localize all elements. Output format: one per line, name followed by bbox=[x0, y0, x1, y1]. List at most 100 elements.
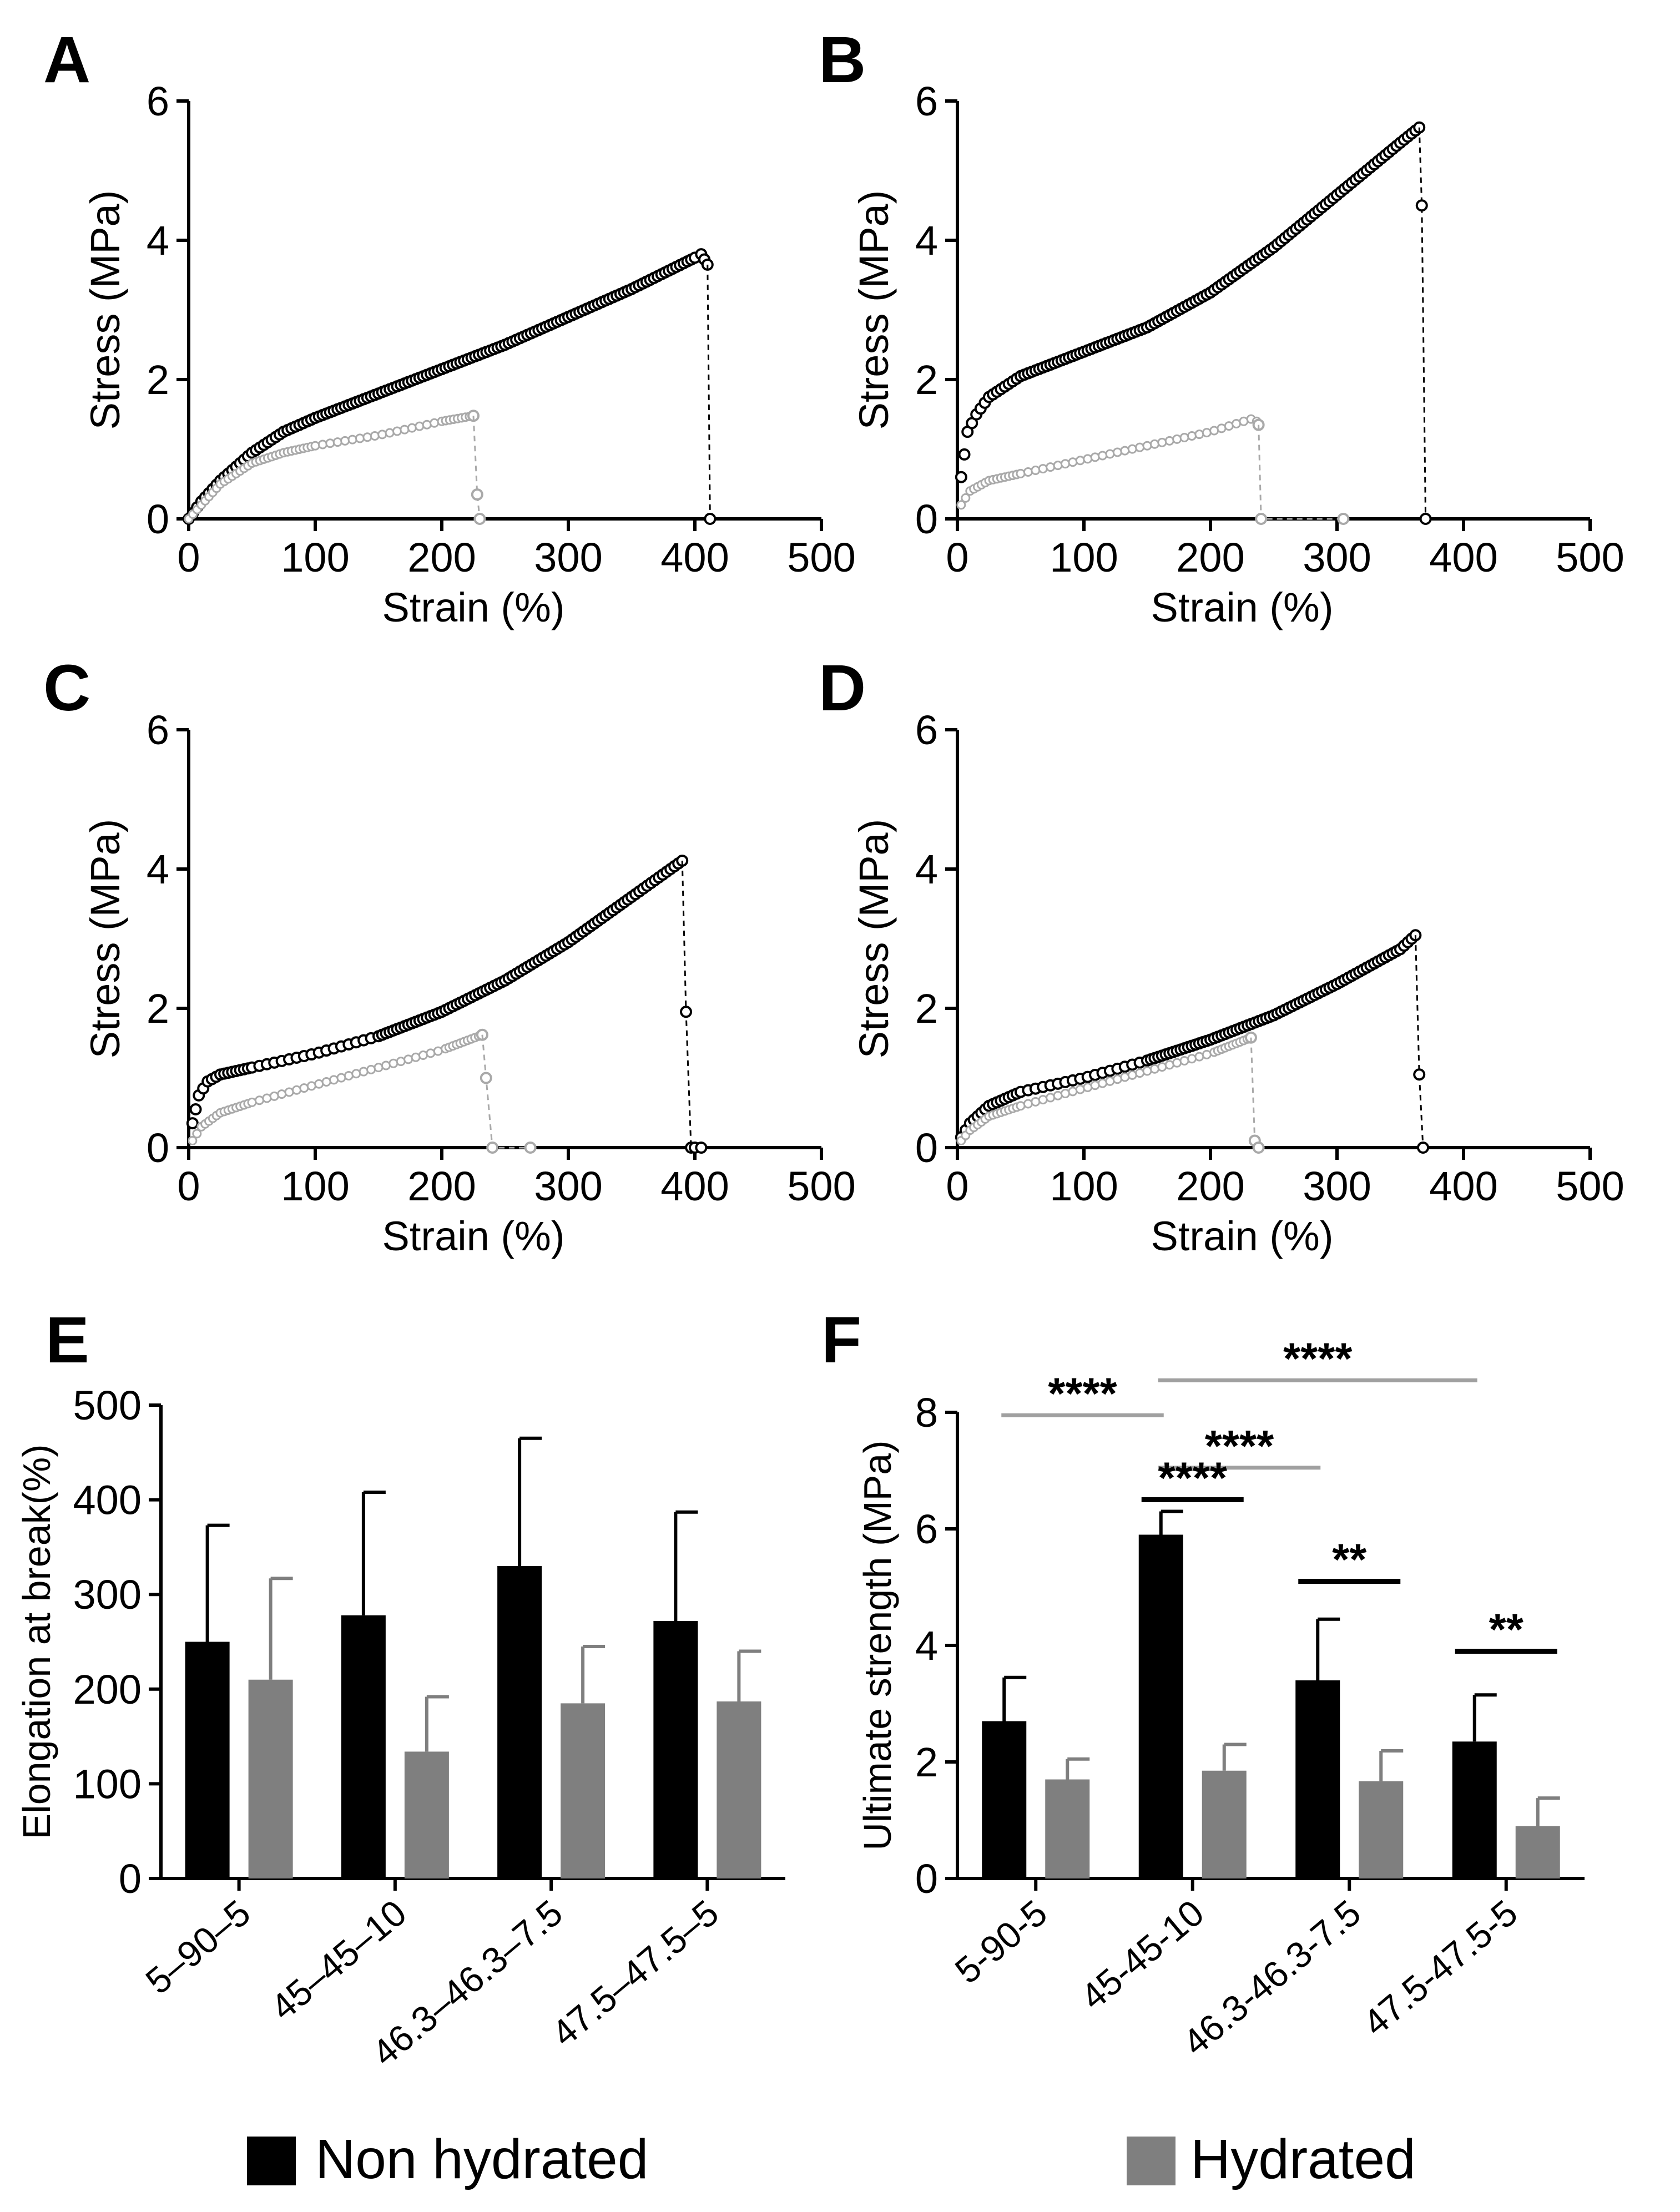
break-line bbox=[1250, 1037, 1259, 1148]
data-point bbox=[403, 1054, 413, 1064]
y-axis-label: Elongation at break(%) bbox=[15, 1444, 58, 1839]
data-point bbox=[340, 436, 350, 446]
y-tick-label: 6 bbox=[915, 1506, 938, 1552]
x-tick-label: 400 bbox=[1429, 1163, 1497, 1209]
series-hydrated bbox=[188, 1028, 537, 1154]
data-point bbox=[351, 1069, 361, 1079]
y-tick-label: 0 bbox=[147, 496, 169, 542]
bar-hydrated bbox=[248, 1679, 293, 1878]
data-point bbox=[1112, 447, 1122, 457]
data-point bbox=[426, 1048, 436, 1058]
data-point bbox=[1419, 513, 1432, 525]
data-point bbox=[1046, 1093, 1056, 1103]
y-tick-label: 2 bbox=[147, 986, 169, 1032]
data-point bbox=[1105, 449, 1115, 459]
data-point bbox=[366, 1064, 376, 1074]
data-point bbox=[1187, 431, 1197, 441]
data-point bbox=[1060, 459, 1070, 469]
y-tick-label: 0 bbox=[915, 1125, 938, 1171]
panel-label: E bbox=[46, 1304, 89, 1377]
data-point bbox=[422, 420, 432, 430]
y-tick-label: 200 bbox=[73, 1666, 142, 1713]
series-hydrated bbox=[956, 1031, 1265, 1154]
data-point bbox=[192, 1129, 202, 1139]
data-point bbox=[958, 448, 971, 461]
data-point bbox=[400, 425, 410, 435]
data-point bbox=[332, 437, 342, 447]
data-point bbox=[1179, 432, 1189, 442]
x-tick-label: 200 bbox=[407, 1163, 476, 1209]
bar-non-hydrated bbox=[1295, 1680, 1340, 1878]
panel-label: A bbox=[43, 23, 90, 97]
x-tick-label: 0 bbox=[946, 534, 968, 580]
x-tick-label: 400 bbox=[1429, 534, 1497, 580]
data-point bbox=[524, 1142, 537, 1154]
data-point bbox=[1194, 1052, 1204, 1062]
data-point bbox=[411, 1052, 421, 1062]
data-point bbox=[1194, 430, 1204, 440]
bar-non-hydrated bbox=[653, 1620, 698, 1878]
data-point bbox=[381, 1060, 391, 1070]
data-point bbox=[269, 1091, 279, 1101]
data-point bbox=[415, 421, 425, 431]
panel-b: B 0 100 200 300 400 500 0 2 4 6 Strain (%) Stress (… bbox=[819, 23, 1624, 630]
data-point bbox=[1127, 1070, 1137, 1080]
data-point bbox=[247, 1097, 257, 1107]
break-line bbox=[707, 264, 711, 519]
x-tick-label: 100 bbox=[281, 534, 349, 580]
bar-hydrated bbox=[1515, 1826, 1560, 1878]
data-point bbox=[1060, 1089, 1070, 1099]
legend-swatch-hydrated bbox=[1127, 2137, 1176, 2185]
data-point bbox=[321, 1077, 331, 1087]
series-hydrated bbox=[956, 414, 1350, 525]
data-point bbox=[471, 488, 483, 501]
bar-non-hydrated bbox=[982, 1721, 1027, 1878]
panel-f: F 0 2 4 6 8 Ultimate strength (MPa) 5-90-5 45-4… bbox=[821, 1304, 1585, 2063]
significance-label: **** bbox=[1283, 1334, 1353, 1383]
x-tick-label: 47.5–47.5–5 bbox=[544, 1892, 727, 2054]
data-point bbox=[1075, 456, 1085, 466]
legend-label-non-hydrated: Non hydrated bbox=[315, 2128, 648, 2190]
data-point bbox=[262, 1093, 272, 1103]
data-point bbox=[299, 1083, 309, 1093]
break-line bbox=[1414, 935, 1424, 1148]
series-non-hydrated bbox=[183, 248, 717, 525]
bar-hydrated bbox=[1359, 1781, 1404, 1878]
data-point bbox=[961, 493, 971, 503]
data-point bbox=[186, 1117, 199, 1130]
legend-swatch-non-hydrated bbox=[247, 2137, 296, 2185]
bar-non-hydrated bbox=[185, 1642, 230, 1878]
data-point bbox=[370, 431, 380, 441]
break-line bbox=[472, 416, 481, 519]
y-tick-label: 6 bbox=[915, 707, 938, 753]
data-point bbox=[188, 1135, 198, 1145]
data-point bbox=[1149, 439, 1159, 449]
bar-hydrated bbox=[1045, 1779, 1090, 1878]
bar-hydrated bbox=[717, 1701, 761, 1878]
bar-non-hydrated bbox=[1452, 1741, 1497, 1878]
x-tick-label: 5–90–5 bbox=[138, 1892, 258, 2002]
data-point bbox=[1046, 462, 1056, 472]
y-tick-label: 4 bbox=[915, 846, 938, 892]
data-point bbox=[1068, 1087, 1078, 1097]
bar-hydrated bbox=[1202, 1770, 1247, 1878]
data-point bbox=[347, 435, 357, 445]
data-point bbox=[1090, 452, 1100, 462]
data-point bbox=[1120, 446, 1130, 456]
data-point bbox=[1120, 1072, 1130, 1082]
bar-hydrated bbox=[561, 1703, 606, 1878]
significance-label: **** bbox=[1205, 1421, 1274, 1471]
data-point bbox=[407, 423, 417, 433]
x-tick-label: 300 bbox=[534, 1163, 602, 1209]
data-point bbox=[680, 1006, 693, 1018]
y-tick-label: 8 bbox=[915, 1390, 938, 1436]
x-axis-label: Strain (%) bbox=[1151, 1213, 1334, 1259]
data-point bbox=[1083, 454, 1093, 464]
data-point bbox=[1142, 1066, 1152, 1076]
significance-label: ** bbox=[1332, 1535, 1367, 1584]
x-axis-label: Strain (%) bbox=[382, 1213, 565, 1259]
x-tick-label: 300 bbox=[1303, 1163, 1371, 1209]
data-point bbox=[486, 1142, 499, 1154]
data-point bbox=[1179, 1056, 1189, 1065]
